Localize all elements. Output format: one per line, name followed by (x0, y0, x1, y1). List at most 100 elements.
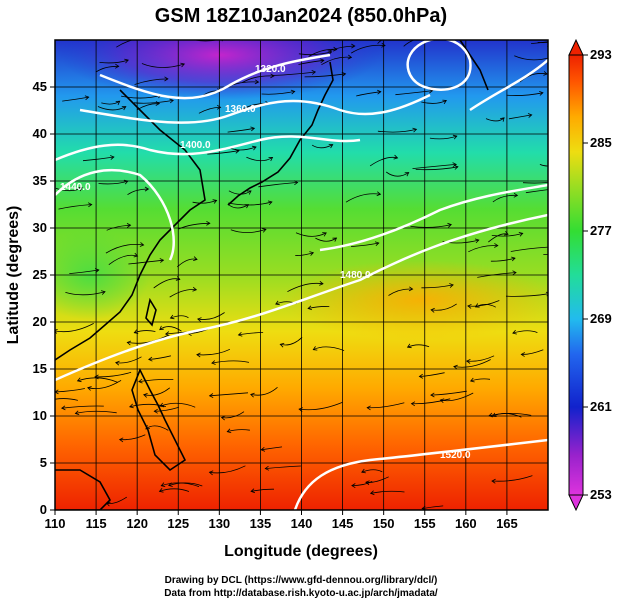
streamline (134, 330, 156, 334)
streamline-arrowhead (226, 428, 232, 434)
streamline-arrowhead (366, 405, 371, 411)
streamline-arrowhead (512, 329, 517, 335)
streamline (539, 164, 548, 167)
streamline (207, 150, 239, 155)
streamline-arrowhead (121, 106, 127, 111)
streamline (159, 326, 182, 332)
streamline (508, 114, 532, 120)
colorbar-min-arrow (568, 494, 584, 512)
streamline-arrowhead (133, 329, 139, 334)
streamline (403, 40, 416, 47)
streamline (176, 258, 198, 268)
streamline-arrowhead (453, 364, 458, 370)
streamline-arrowhead (452, 134, 458, 140)
streamline-arrowhead (138, 378, 143, 384)
streamline (298, 59, 324, 65)
map-plot-area: 1320.0 1360.0 1400.0 1440.0 1480.0 1520.… (55, 39, 560, 510)
streamline (385, 171, 409, 177)
y-tick-label: 0 (40, 502, 47, 517)
y-tick-label: 5 (40, 455, 47, 470)
streamline-arrowhead (552, 187, 556, 191)
streamline (143, 387, 171, 396)
x-tick-label: 165 (496, 516, 518, 531)
colorbar-scale (568, 54, 584, 496)
streamline-arrowhead (220, 415, 226, 421)
streamline (115, 356, 142, 364)
y-tick-label: 35 (33, 173, 47, 188)
streamline (304, 73, 346, 78)
streamline-arrowhead (115, 100, 121, 106)
streamline (407, 344, 430, 348)
streamline (161, 482, 200, 487)
x-tick-label: 150 (373, 516, 395, 531)
streamline (519, 73, 548, 83)
streamline (522, 182, 548, 184)
streamline-arrowhead (418, 373, 424, 379)
streamline (470, 378, 491, 382)
streamline (287, 282, 324, 293)
streamline-arrowhead (94, 374, 99, 380)
streamline-arrowhead (381, 42, 386, 48)
streamline-arrowhead (309, 251, 315, 256)
contour-label: 1400.0 (180, 140, 211, 151)
streamline-arrowhead (311, 70, 317, 75)
streamline-arrowhead (159, 325, 164, 331)
streamline-arrowhead (123, 179, 129, 185)
x-tick-label: 145 (332, 516, 354, 531)
streamline-arrowhead (554, 39, 558, 43)
streamline-arrowhead (61, 405, 66, 411)
streamline-arrowhead (193, 256, 198, 261)
x-tick-label: 135 (250, 516, 272, 531)
contour-label: 1320.0 (255, 64, 286, 75)
streamline-arrowhead (160, 482, 166, 487)
streamline-arrowhead (351, 43, 356, 49)
streamline-arrowhead (322, 232, 327, 237)
streamline (429, 135, 457, 140)
streamline (55, 398, 78, 401)
streamline-arrowhead (261, 228, 267, 233)
streamline-arrowhead (469, 377, 475, 383)
streamline (169, 289, 197, 298)
streamline-arrowhead (164, 76, 169, 82)
coastline-taiwan (145, 297, 157, 327)
streamline-arrowhead (312, 346, 318, 351)
streamline-arrowhead (197, 317, 202, 322)
streamline (159, 488, 190, 492)
streamline (228, 204, 249, 209)
streamline-arrowhead (118, 437, 124, 443)
streamline-arrowhead (55, 329, 58, 334)
streamline-arrowhead (556, 39, 560, 43)
wind-streamlines (55, 39, 560, 510)
streamline (159, 402, 196, 408)
streamline (377, 128, 417, 133)
streamline (227, 429, 250, 433)
streamline (99, 59, 129, 64)
streamline-arrowhead (406, 343, 412, 349)
streamline (108, 254, 138, 266)
streamline (531, 41, 548, 44)
streamline-arrowhead (520, 352, 525, 357)
streamline-arrowhead (192, 286, 198, 292)
streamline-arrowhead (78, 187, 83, 192)
streamline (261, 446, 283, 451)
streamline (251, 488, 275, 492)
streamline (178, 222, 210, 230)
streamline (238, 332, 264, 336)
streamline (55, 388, 85, 393)
streamline-arrowhead (412, 127, 418, 133)
coastline-borneo (55, 469, 111, 510)
streamline-arrowhead (543, 71, 548, 76)
colorbar-tick-label: 253 (590, 487, 612, 502)
colorbar-tick-label: 261 (590, 399, 612, 414)
streamline (280, 337, 303, 346)
coastline-japan (227, 61, 334, 206)
streamline-arrowhead (369, 490, 375, 496)
streamline-arrowhead (491, 478, 496, 484)
streamline (490, 257, 516, 262)
colorbar-tick-label: 277 (590, 223, 612, 238)
x-tick-label: 115 (86, 516, 107, 531)
streamline-arrowhead (430, 307, 435, 313)
streamline-arrowhead (347, 54, 353, 60)
streamline-arrowhead (126, 223, 132, 228)
